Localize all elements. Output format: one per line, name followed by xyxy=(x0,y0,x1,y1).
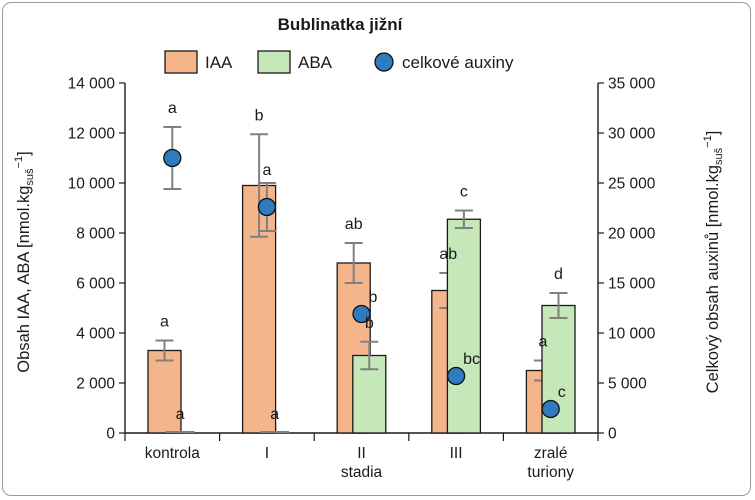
y-tick-label-left: 4 000 xyxy=(76,326,115,343)
letter-aux: b xyxy=(369,289,378,306)
axis-title-main: Celkový obsah auxinů [nmol.kg xyxy=(704,165,722,393)
letter-aux: a xyxy=(262,162,271,179)
y-tick-label-left: 12 000 xyxy=(68,126,116,143)
x-tick-label: kontrola xyxy=(145,445,201,462)
legend: IAA ABA celkové auxiny xyxy=(164,50,514,74)
bar-aba xyxy=(446,218,482,434)
y-tick-label-left: 0 xyxy=(106,426,115,443)
letter-iaa: a xyxy=(538,334,547,351)
x-tick-label: III xyxy=(450,445,463,462)
point-aux xyxy=(446,366,466,386)
x-tick-label: turiony xyxy=(527,464,574,481)
letter-iaa: a xyxy=(160,314,169,331)
point-aux xyxy=(352,304,371,324)
axes: 0 2 000 4 000 6 000 8 000 10 000 12 000 14 000 0… xyxy=(68,76,656,482)
letter-aba: b xyxy=(365,315,374,332)
y-tick-label-left: 2 000 xyxy=(76,376,115,393)
y-tick-label-right: 20 000 xyxy=(608,226,656,243)
point-aux xyxy=(257,197,277,217)
point-aux xyxy=(163,148,182,168)
letter-iaa: ab xyxy=(345,216,363,233)
y-axis-title-right: Celkový obsah auxinů [nmol.kgsuš−1] xyxy=(702,131,725,394)
letter-iaa: b xyxy=(255,107,264,124)
axis-title-end: ] xyxy=(15,151,33,156)
y-tick-label-right: 10 000 xyxy=(608,326,656,343)
axis-title-superscript: −1 xyxy=(13,156,25,169)
legend-swatch-iaa xyxy=(164,50,198,74)
y-tick-label-left: 10 000 xyxy=(68,176,116,193)
x-tick-label: I xyxy=(265,445,269,462)
legend-swatch-aba xyxy=(257,50,291,74)
axis-title-end: ] xyxy=(704,131,722,136)
letter-aux: a xyxy=(168,100,177,117)
letter-aba: a xyxy=(176,406,185,423)
y-tick-label-right: 0 xyxy=(608,426,617,443)
letter-aba: d xyxy=(554,266,563,283)
axis-title-superscript: −1 xyxy=(702,135,714,148)
legend-label-aba: ABA xyxy=(298,53,333,72)
y-tick-label-right: 35 000 xyxy=(608,76,656,93)
points xyxy=(163,126,560,419)
x-tick-label: zralé xyxy=(534,445,568,462)
legend-label-iaa: IAA xyxy=(205,53,233,72)
letter-aux: bc xyxy=(463,351,480,368)
legend-label-aux: celkové auxiny xyxy=(402,53,514,72)
y-tick-label-right: 15 000 xyxy=(608,276,656,293)
axis-title-subscript: suš xyxy=(24,168,36,186)
y-tick-label-left: 8 000 xyxy=(76,226,115,243)
axis-title-subscript: suš xyxy=(713,147,725,165)
axis-title-main: Obsah IAA, ABA [nmol.kg xyxy=(15,186,33,373)
letter-iaa: ab xyxy=(439,246,457,263)
chart-title: Bublinatka jižní xyxy=(278,15,404,34)
letter-aba: a xyxy=(270,406,279,423)
x-tick-label: stadia xyxy=(341,464,383,481)
bars xyxy=(147,133,576,434)
x-tick-label: II xyxy=(357,445,366,462)
y-tick-label-left: 14 000 xyxy=(68,76,116,93)
point-aux xyxy=(541,399,560,419)
bar-iaa xyxy=(147,349,182,434)
y-axis-title-left: Obsah IAA, ABA [nmol.kgsuš−1] xyxy=(13,151,36,372)
legend-marker-aux xyxy=(374,52,394,72)
letter-aux: c xyxy=(558,384,566,401)
y-tick-label-right: 30 000 xyxy=(608,126,656,143)
y-tick-label-right: 25 000 xyxy=(608,176,656,193)
y-tick-label-left: 6 000 xyxy=(76,276,115,293)
y-tick-label-right: 5 000 xyxy=(608,376,647,393)
letter-aba: c xyxy=(460,184,468,201)
